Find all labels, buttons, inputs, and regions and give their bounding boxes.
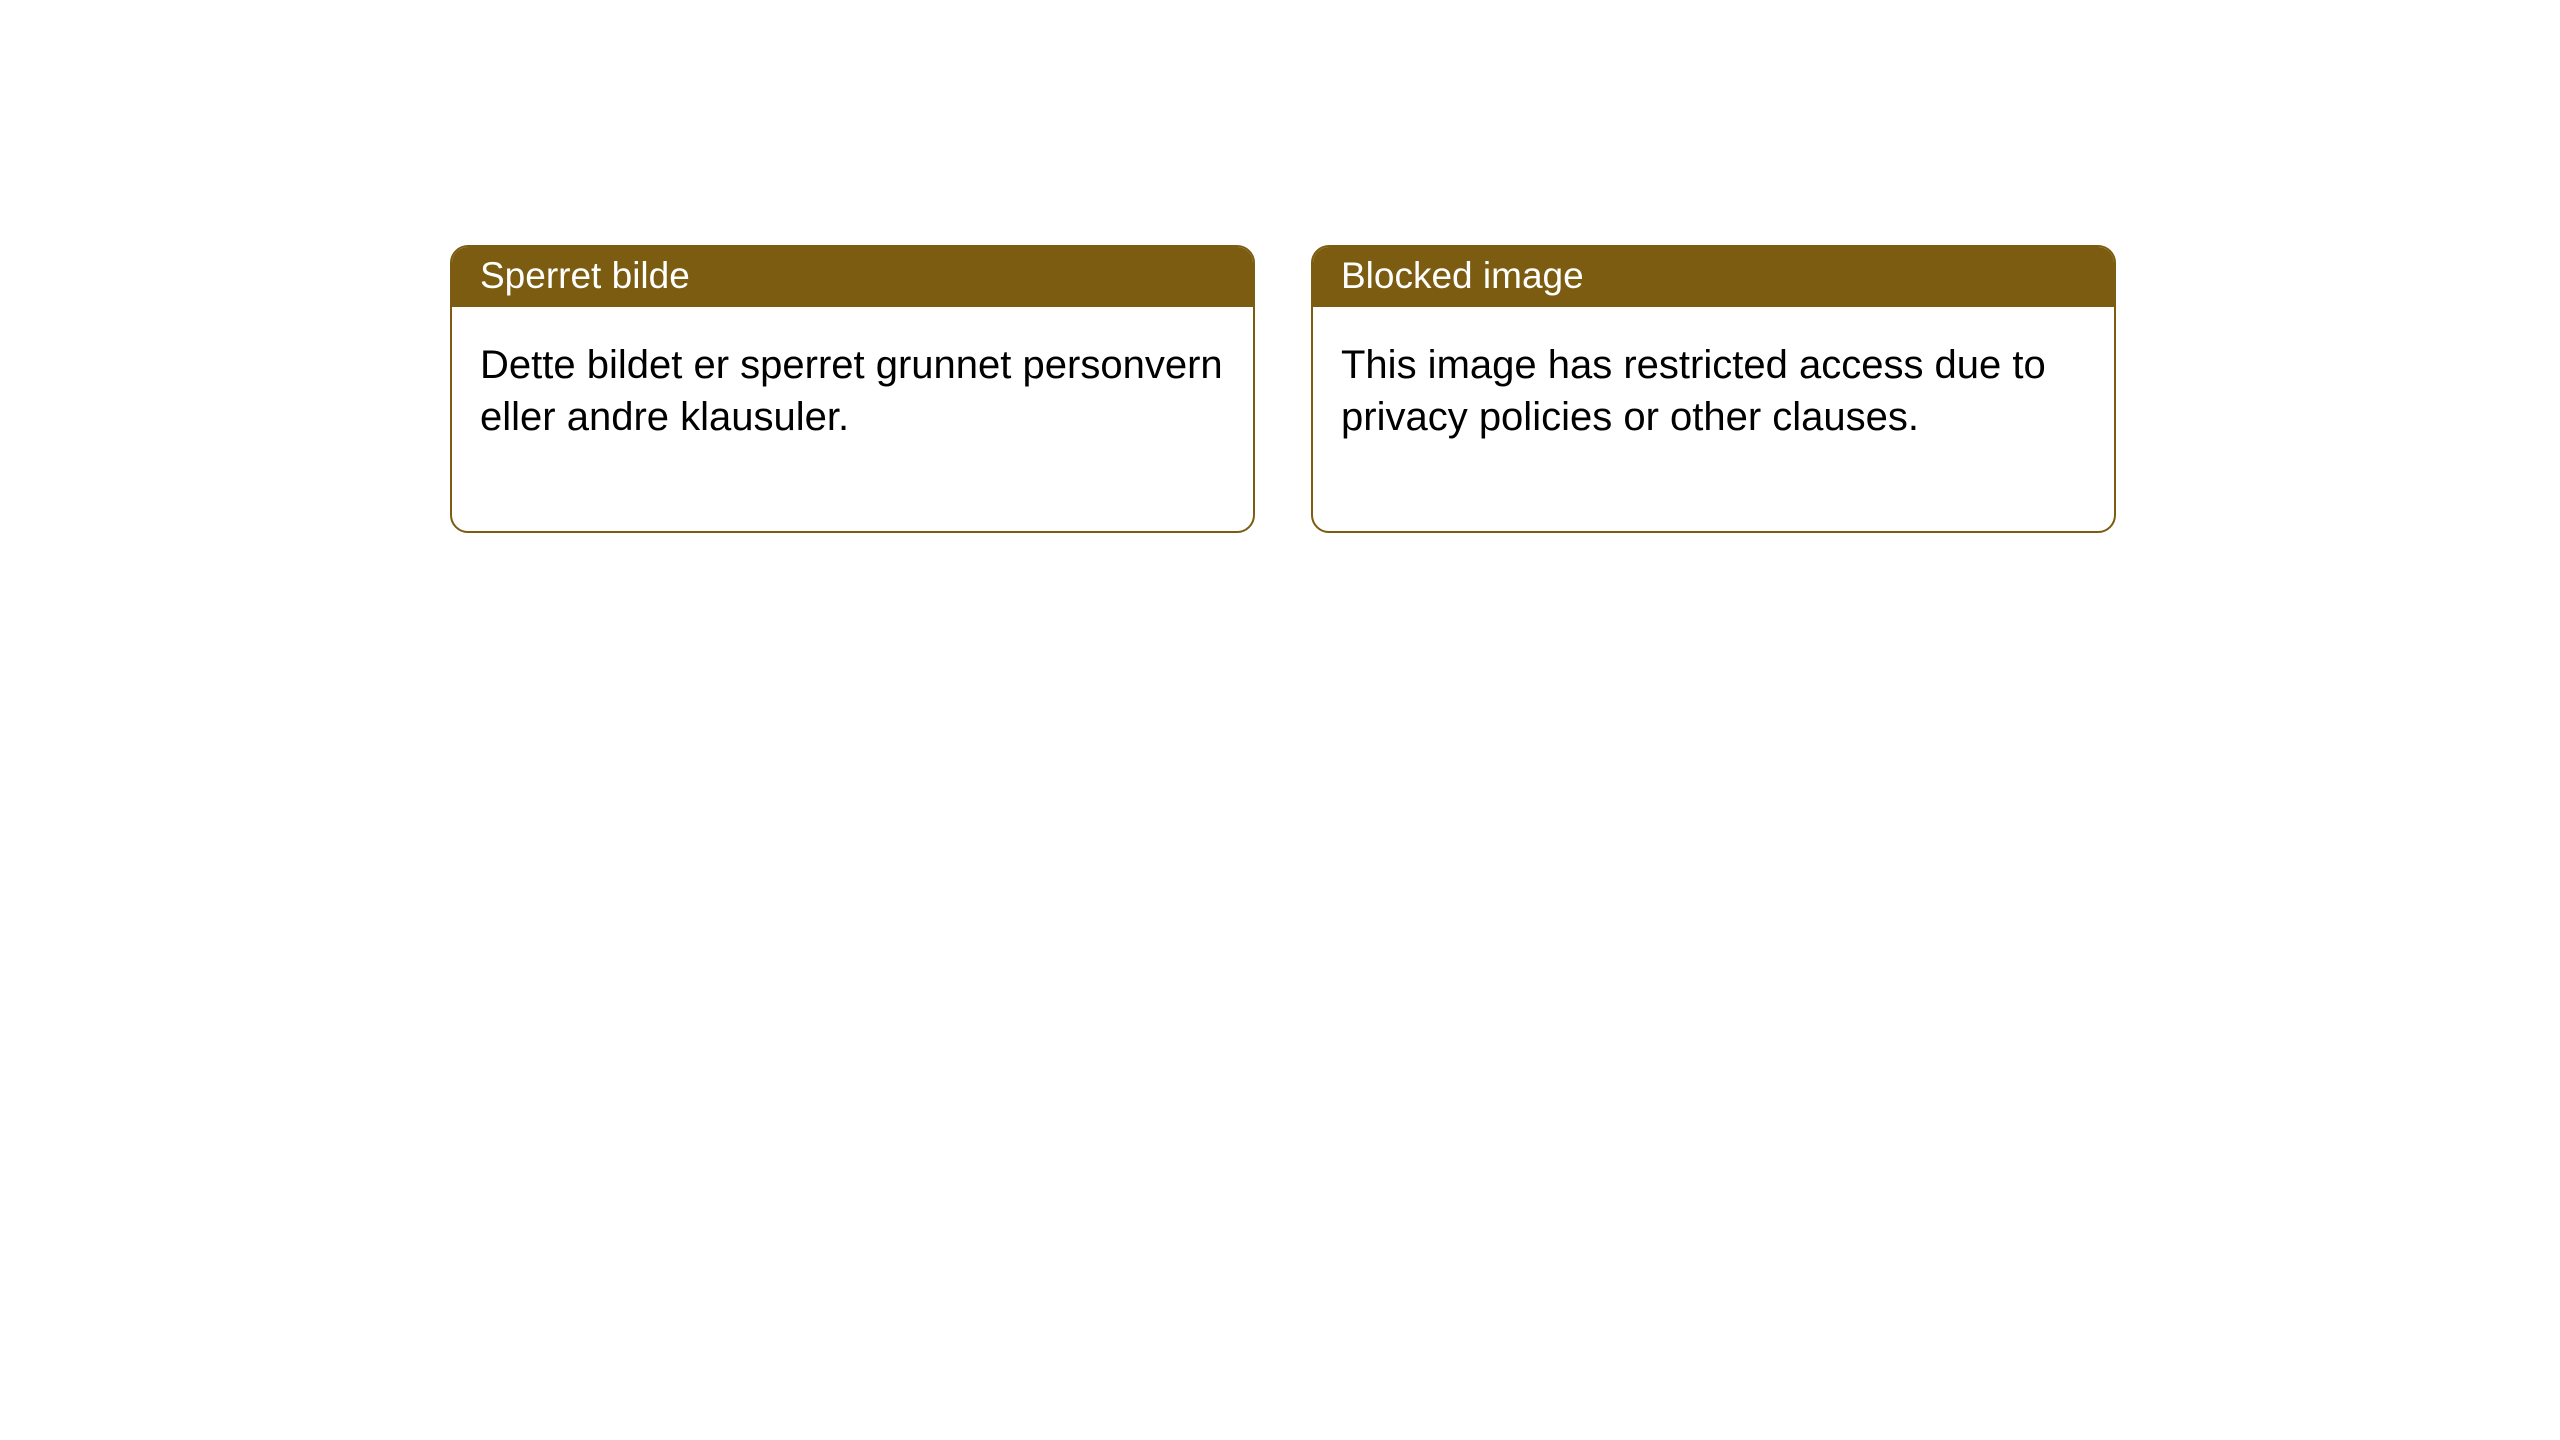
card-body-english: This image has restricted access due to … (1313, 307, 2114, 531)
card-norwegian: Sperret bilde Dette bildet er sperret gr… (450, 245, 1255, 533)
cards-container: Sperret bilde Dette bildet er sperret gr… (0, 0, 2560, 533)
card-english: Blocked image This image has restricted … (1311, 245, 2116, 533)
card-title-norwegian: Sperret bilde (480, 255, 690, 296)
card-header-english: Blocked image (1313, 247, 2114, 307)
card-header-norwegian: Sperret bilde (452, 247, 1253, 307)
card-title-english: Blocked image (1341, 255, 1584, 296)
card-text-norwegian: Dette bildet er sperret grunnet personve… (480, 343, 1223, 439)
card-text-english: This image has restricted access due to … (1341, 343, 2046, 439)
card-body-norwegian: Dette bildet er sperret grunnet personve… (452, 307, 1253, 531)
